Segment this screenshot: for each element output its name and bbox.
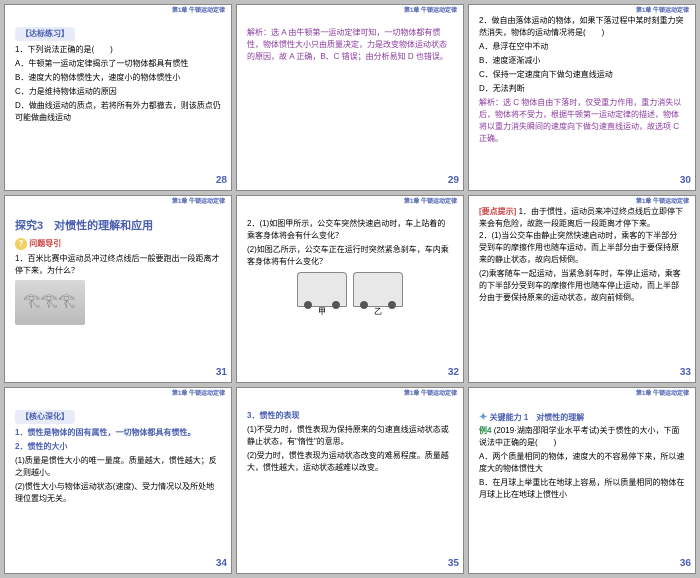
opt-a: A．两个质量相同的物体，速度大的不容易停下来，所以速度大的物体惯性大	[479, 451, 685, 475]
text: 2．(1)当公交车由静止突然快速启动时，乘客的下半部分受到车的摩擦作用也随车运动…	[479, 230, 685, 266]
sub-title: ? 问题导引	[15, 238, 221, 250]
inquiry-title: 探究3 对惯性的理解和应用	[15, 218, 221, 235]
slide-header: 第1章 牛顿运动定律	[404, 7, 457, 16]
slide-36: 第1章 牛顿运动定律 ✦ 关键能力 1 对惯性的理解 例4 (2019·湖南邵阳…	[468, 387, 696, 574]
text: 2．(1)如图甲所示，公交车突然快速启动时，车上站着的乘客身体将会有什么变化？	[247, 218, 453, 242]
page-num: 31	[216, 365, 227, 380]
page-num: 32	[448, 365, 459, 380]
page-num: 34	[216, 556, 227, 571]
section-title: 【核心深化】	[15, 410, 75, 424]
opt-d: D．做曲线运动的质点，若将所有外力都撤去，则该质点仍可能做曲线运动	[15, 100, 221, 124]
opt-a: A．牛顿第一运动定律揭示了一切物体都具有惯性	[15, 58, 221, 70]
opt-d: D．无法判断	[479, 83, 685, 95]
slide-35: 第1章 牛顿运动定律 3．惯性的表现 (1)不受力时，惯性表现为保持原来的匀速直…	[236, 387, 464, 574]
slide-29: 第1章 牛顿运动定律 解析：选 A 由牛顿第一运动定律可知，一切物体都有惯性，物…	[236, 4, 464, 191]
analysis: 解析：选 C 物体自由下落时，仅受重力作用，重力消失以后，物体将不受力，根据牛顿…	[479, 97, 685, 145]
opt-a: A．悬浮在空中不动	[479, 41, 685, 53]
slide-header: 第1章 牛顿运动定律	[404, 390, 457, 399]
opt-b: B．在月球上举重比在地球上容易，所以质量相同的物体在月球上比在地球上惯性小	[479, 477, 685, 501]
star-icon: ✦	[479, 412, 487, 423]
key-ability: ✦ 关键能力 1 对惯性的理解	[479, 410, 685, 425]
example: 例4 (2019·湖南邵阳学业水平考试)关于惯性的大小，下面说法中正确的是( )	[479, 425, 685, 449]
page-num: 35	[448, 556, 459, 571]
section-title: 【达标练习】	[15, 27, 75, 41]
opt-c: C．保持一定速度向下做匀速直线运动	[479, 69, 685, 81]
text: (1)不受力时，惯性表现为保持原来的匀速直线运动状态或静止状态，有"惰性"的意思…	[247, 424, 453, 448]
q-text: 1．下列说法正确的是( )	[15, 44, 221, 56]
slide-34: 第1章 牛顿运动定律 【核心深化】 1．惯性是物体的固有属性，一切物体都具有惯性…	[4, 387, 232, 574]
page-num: 30	[680, 173, 691, 188]
slide-header: 第1章 牛顿运动定律	[404, 198, 457, 207]
hint-title: [要点提示]	[479, 207, 516, 216]
slide-header: 第1章 牛顿运动定律	[172, 198, 225, 207]
text: (1)质量是惯性大小的唯一量度。质量越大，惯性越大；反之则越小。	[15, 455, 221, 479]
slide-32: 第1章 牛顿运动定律 2．(1)如图甲所示，公交车突然快速启动时，车上站着的乘客…	[236, 195, 464, 382]
page-num: 29	[448, 173, 459, 188]
slide-30: 第1章 牛顿运动定律 2．做自由落体运动的物体，如果下落过程中某时刻重力突然消失…	[468, 4, 696, 191]
slide-31: 第1章 牛顿运动定律 探究3 对惯性的理解和应用 ? 问题导引 1．百米比赛中运…	[4, 195, 232, 382]
opt-b: B．速度大的物体惯性大，速度小的物体惯性小	[15, 72, 221, 84]
text: (2)乘客随车一起运动，当紧急刹车时，车停止运动，乘客的下半部分受到车的摩擦作用…	[479, 268, 685, 304]
text: (2)惯性大小与物体运动状态(速度)、受力情况以及所处地理位置均无关。	[15, 481, 221, 505]
q-text: 2．做自由落体运动的物体，如果下落过程中某时刻重力突然消失，物体的运动情况将是(…	[479, 15, 685, 39]
slide-header: 第1章 牛顿运动定律	[636, 390, 689, 399]
opt-c: C．力是维持物体运动的原因	[15, 86, 221, 98]
text: 1．百米比赛中运动员冲过终点线后一般要跑出一段距离才停下来，为什么？	[15, 253, 221, 277]
slide-header: 第1章 牛顿运动定律	[636, 198, 689, 207]
bus-yi: 乙	[353, 272, 403, 307]
point: 1．惯性是物体的固有属性，一切物体都具有惯性。	[15, 427, 221, 439]
page-num: 36	[680, 556, 691, 571]
slide-grid: 第1章 牛顿运动定律 【达标练习】 1．下列说法正确的是( ) A．牛顿第一运动…	[4, 4, 696, 574]
slide-header: 第1章 牛顿运动定律	[172, 390, 225, 399]
point: 3．惯性的表现	[247, 410, 453, 422]
text: (2)受力时，惯性表现为运动状态改变的难易程度。质量越大，惯性越大，运动状态越难…	[247, 450, 453, 474]
runners-image	[15, 280, 85, 325]
slide-header: 第1章 牛顿运动定律	[172, 7, 225, 16]
opt-b: B．速度逐渐减小	[479, 55, 685, 67]
bus-images: 甲 乙	[247, 272, 453, 307]
bus-jia: 甲	[297, 272, 347, 307]
slide-header: 第1章 牛顿运动定律	[636, 7, 689, 16]
analysis: 解析：选 A 由牛顿第一运动定律可知，一切物体都有惯性，物体惯性大小只由质量决定…	[247, 27, 453, 63]
slide-33: 第1章 牛顿运动定律 [要点提示] 1．由于惯性，运动员来冲过终点线后立即停下来…	[468, 195, 696, 382]
page-num: 33	[680, 365, 691, 380]
question-icon: ?	[15, 238, 27, 250]
page-num: 28	[216, 173, 227, 188]
point: 2．惯性的大小	[15, 441, 221, 453]
text: (2)如图乙所示，公交车正在运行时突然紧急刹车，车内乘客身体将有什么变化？	[247, 244, 453, 268]
slide-28: 第1章 牛顿运动定律 【达标练习】 1．下列说法正确的是( ) A．牛顿第一运动…	[4, 4, 232, 191]
